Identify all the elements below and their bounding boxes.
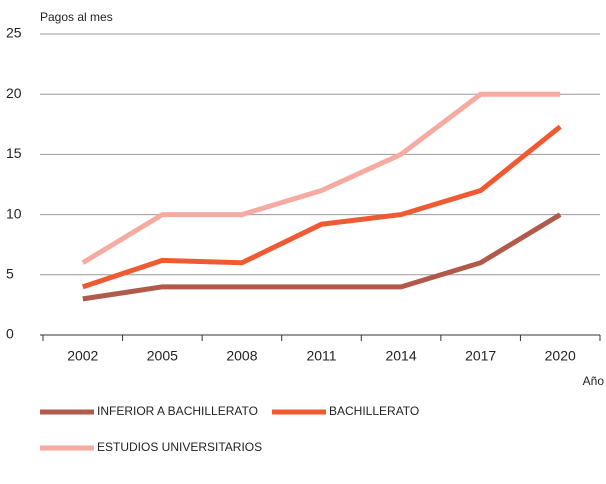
legend-label: BACHILLERATO: [329, 404, 419, 418]
legend-label: ESTUDIOS UNIVERSITARIOS: [97, 440, 262, 454]
x-tick-label: 2002: [67, 348, 98, 364]
line: [82, 212, 562, 302]
x-tick-label: 2011: [306, 348, 336, 364]
y-axis-label: Pagos al mes: [40, 10, 113, 24]
x-tick-label: 2008: [226, 348, 257, 364]
y-tick-label: 0: [6, 326, 14, 342]
y-tick-label: 5: [6, 266, 14, 282]
x-tick-label: 2020: [545, 348, 576, 364]
legend-label: INFERIOR A BACHILLERATO: [97, 404, 258, 418]
x-tick-label: 2014: [385, 348, 416, 364]
line: [81, 91, 561, 265]
line: [81, 124, 562, 290]
x-axis-label: Año: [583, 374, 605, 388]
x-tick-label: 2005: [147, 348, 178, 364]
y-tick-label: 15: [6, 145, 22, 161]
y-tick-label: 25: [6, 25, 22, 41]
x-tick-label: 2017: [465, 348, 496, 364]
y-tick-label: 10: [6, 205, 22, 221]
y-tick-label: 20: [6, 85, 22, 101]
